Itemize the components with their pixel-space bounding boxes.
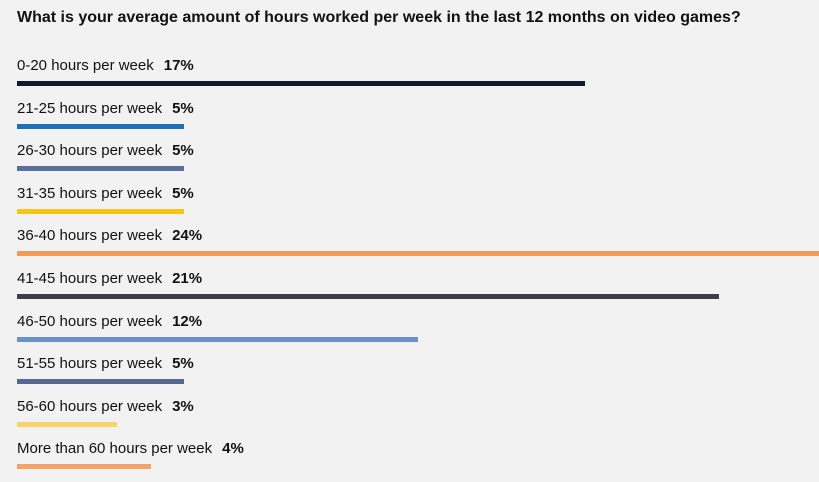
data-label: 5% xyxy=(172,355,194,373)
bar xyxy=(17,123,184,129)
category-label: 51-55 hours per week 5% xyxy=(17,355,194,372)
bar xyxy=(17,421,117,427)
bar xyxy=(17,251,819,257)
category-name: 46-50 hours per week xyxy=(17,312,163,330)
category-label: 26-30 hours per week 5% xyxy=(17,142,194,159)
category-label: 21-25 hours per week 5% xyxy=(17,100,194,117)
data-label: 24% xyxy=(172,227,203,245)
data-label: 5% xyxy=(172,99,194,117)
bar xyxy=(17,166,184,172)
bar-row: 36-40 hours per week 24% xyxy=(0,227,819,269)
category-name: 31-35 hours per week xyxy=(17,184,163,202)
category-label: 46-50 hours per week 12% xyxy=(17,313,202,330)
category-name: 36-40 hours per week xyxy=(17,227,163,245)
category-label: 56-60 hours per week 3% xyxy=(17,398,194,415)
data-label: 5% xyxy=(172,184,194,202)
category-label: 31-35 hours per week 5% xyxy=(17,185,194,202)
bar-row: 26-30 hours per week 5% xyxy=(0,142,819,184)
bar-row: 21-25 hours per week 5% xyxy=(0,100,819,142)
category-name: 0-20 hours per week xyxy=(17,57,154,74)
bar-row: 56-60 hours per week 3% xyxy=(0,398,819,440)
bar-row: 31-35 hours per week 5% xyxy=(0,185,819,227)
category-name: 26-30 hours per week xyxy=(17,142,163,160)
bar xyxy=(17,294,719,299)
bar-row: 51-55 hours per week 5% xyxy=(0,355,819,397)
data-label: 17% xyxy=(163,57,194,74)
data-label: 12% xyxy=(172,312,203,330)
category-name: 51-55 hours per week xyxy=(17,355,163,373)
bar-row: 46-50 hours per week 12% xyxy=(0,313,819,355)
data-label: 21% xyxy=(172,270,203,287)
category-label: 0-20 hours per week 17% xyxy=(17,57,194,74)
data-label: 5% xyxy=(172,142,194,160)
bar xyxy=(17,464,151,470)
category-name: 41-45 hours per week xyxy=(17,270,163,287)
bar xyxy=(17,379,184,385)
category-label: More than 60 hours per week 4% xyxy=(17,440,244,457)
category-name: 21-25 hours per week xyxy=(17,99,163,117)
data-label: 3% xyxy=(172,397,194,415)
data-label: 4% xyxy=(222,440,244,458)
category-name: More than 60 hours per week xyxy=(17,440,213,458)
category-label: 36-40 hours per week 24% xyxy=(17,227,202,244)
bar-row: More than 60 hours per week 4% xyxy=(0,440,819,482)
bar xyxy=(17,208,184,214)
chart-title: What is your average amount of hours wor… xyxy=(17,9,741,26)
bar xyxy=(17,336,418,342)
bar xyxy=(17,81,585,86)
category-name: 56-60 hours per week xyxy=(17,397,163,415)
category-label: 41-45 hours per week 21% xyxy=(17,270,202,287)
bar-row: 0-20 hours per week 17% xyxy=(0,57,819,99)
bar-row: 41-45 hours per week 21% xyxy=(0,270,819,312)
